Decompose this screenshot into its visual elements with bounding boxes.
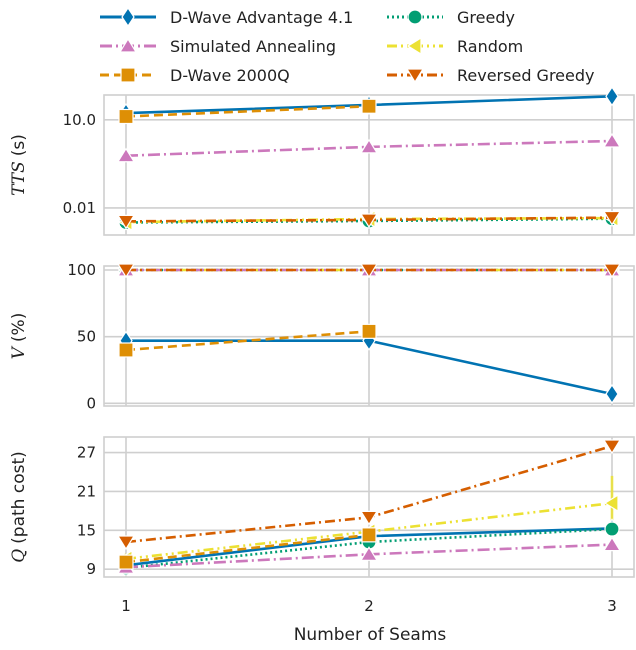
series-line-quality-dwave_2000q	[125, 533, 370, 564]
point-tts-dwave_2000q-1	[361, 98, 377, 114]
y-tick-label-quality-3: 27	[77, 444, 96, 462]
point-tts-dwave_adv-2	[605, 86, 619, 107]
y-axis-label-tts: TTS(s)	[9, 134, 29, 196]
y-tick-label-quality-0: 9	[86, 560, 96, 578]
y-tick-label-tts-1: 10.0	[63, 111, 96, 129]
series-validity-dwave_2000q	[118, 323, 377, 358]
legend-marker-greedy	[407, 9, 423, 25]
point-validity-dwave_adv-2	[605, 383, 619, 405]
legend-label-dwave_2000q: D-Wave 2000Q	[170, 66, 290, 85]
panel-quality: 9 15 21 27 Q(path cost)	[9, 436, 635, 578]
legend-label-dwave_adv: D-Wave Advantage 4.1	[170, 8, 353, 27]
point-quality-rev_greedy-0	[116, 535, 136, 551]
point-validity-rev_greedy-2	[602, 263, 622, 279]
legend-item-random: Random	[387, 36, 523, 56]
series-line-quality-greedy	[125, 527, 613, 570]
panel-validity: 0 50 100 V(%)	[9, 260, 635, 412]
panel-tts: 0.01 10.0 TTS(s)	[9, 86, 635, 236]
legend-marker-dwave_adv	[121, 6, 135, 28]
legend-item-dwave_2000q: D-Wave 2000Q	[100, 66, 290, 85]
y-tick-label-validity-1: 50	[77, 328, 96, 346]
point-tts-rev_greedy-0	[116, 214, 136, 230]
point-quality-rev_greedy-1	[359, 510, 379, 526]
point-validity-rev_greedy-0	[116, 263, 136, 279]
point-quality-sa-2	[602, 536, 622, 552]
legend: D-Wave Advantage 4.1 Greedy Simulated Anne…	[100, 6, 595, 85]
point-quality-greedy-2	[604, 521, 620, 537]
series-validity-rev_greedy	[116, 263, 622, 279]
series-line-tts-dwave_2000q	[125, 104, 370, 118]
legend-marker-rev_greedy	[405, 68, 425, 84]
series-tts-rev_greedy	[116, 210, 622, 230]
point-quality-sa-1	[359, 546, 379, 561]
legend-item-greedy: Greedy	[387, 8, 515, 27]
y-tick-label-validity-2: 100	[67, 261, 96, 279]
x-tick-label-2: 3	[607, 597, 617, 615]
legend-marker-random	[406, 36, 422, 56]
legend-item-sa: Simulated Annealing	[100, 37, 336, 56]
point-quality-random-2	[603, 494, 619, 513]
legend-label-random: Random	[457, 37, 523, 56]
point-quality-dwave_2000q-0	[118, 554, 134, 570]
y-tick-label-quality-1: 15	[77, 521, 96, 539]
panel-frame-quality	[103, 436, 635, 578]
legend-label-greedy: Greedy	[457, 8, 515, 27]
y-tick-label-quality-2: 21	[77, 482, 96, 500]
x-axis: Number of Seams 1 2 3	[121, 597, 617, 645]
y-axis-label-quality: Q(path cost)	[9, 451, 29, 563]
point-tts-sa-2	[602, 132, 622, 148]
point-validity-dwave_2000q-0	[118, 342, 134, 358]
legend-label-rev_greedy: Reversed Greedy	[457, 66, 595, 85]
legend-label-sa: Simulated Annealing	[170, 37, 336, 56]
point-tts-dwave_2000q-0	[118, 108, 134, 125]
panels: 0.01 10.0 TTS(s) 0 50 100 V(%) 9 15 21 27 Q(path co…	[9, 86, 635, 578]
series-tts-dwave_2000q	[118, 98, 377, 125]
point-validity-rev_greedy-1	[359, 263, 379, 279]
series-line-quality-random	[125, 501, 613, 561]
series-line-validity-dwave_2000q	[125, 330, 370, 352]
x-axis-label: Number of Seams	[294, 625, 447, 645]
x-tick-label-1: 2	[364, 597, 374, 615]
series-quality-rev_greedy	[116, 439, 622, 551]
series-quality-dwave_2000q	[118, 527, 377, 570]
point-tts-rev_greedy-2	[602, 210, 622, 226]
y-axis-label-validity: V(%)	[9, 313, 29, 360]
legend-item-dwave_adv: D-Wave Advantage 4.1	[100, 6, 353, 28]
series-tts-sa	[116, 132, 622, 163]
y-tick-label-tts-0: 0.01	[63, 199, 96, 217]
point-tts-sa-0	[116, 147, 136, 163]
point-tts-rev_greedy-1	[359, 213, 379, 229]
point-quality-dwave_2000q-1	[361, 527, 377, 543]
point-quality-rev_greedy-2	[602, 439, 622, 455]
legend-marker-sa	[118, 37, 138, 53]
legend-item-rev_greedy: Reversed Greedy	[387, 66, 595, 85]
legend-marker-dwave_2000q	[120, 67, 136, 83]
y-tick-label-validity-0: 0	[86, 394, 96, 412]
point-tts-sa-1	[359, 138, 379, 154]
x-tick-label-0: 1	[121, 597, 131, 615]
point-validity-dwave_2000q-1	[361, 323, 377, 339]
